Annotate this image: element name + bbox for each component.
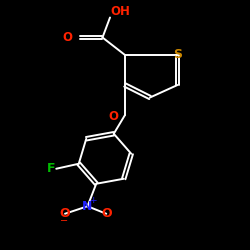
Text: O: O (60, 207, 70, 220)
Text: O: O (62, 31, 72, 44)
Text: S: S (173, 48, 182, 62)
Text: O: O (109, 110, 119, 123)
Text: N: N (82, 200, 93, 213)
Text: OH: OH (110, 5, 130, 18)
Text: F: F (47, 162, 56, 175)
Text: O: O (101, 207, 112, 220)
Text: −: − (60, 216, 68, 226)
Text: +: + (89, 196, 97, 205)
